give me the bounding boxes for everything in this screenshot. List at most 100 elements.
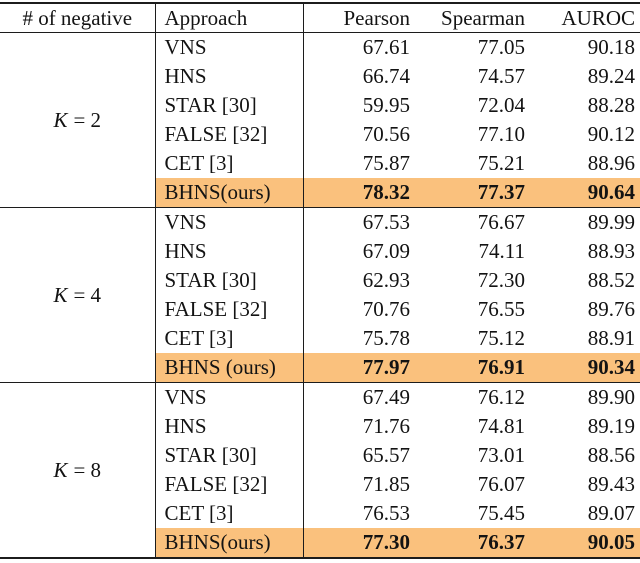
k-label-cell: K = 8 [0,382,156,558]
auroc-value: 89.76 [587,297,635,321]
spearman-value: 72.30 [477,268,525,292]
approach-cell: VNS [155,207,304,237]
spearman-value: 76.12 [477,385,525,409]
approach-cell: STAR [30] [155,266,304,295]
col-header-pearson: Pearson [303,3,410,33]
table-row: CET [3] 76.53 75.45 89.07 [0,499,640,528]
pearson-value: 62.93 [362,268,410,292]
auroc-value: 89.24 [587,64,635,88]
pearson-value: 67.09 [362,239,410,263]
k-symbol: K [53,107,68,132]
k-value: = 2 [73,107,102,132]
auroc-value: 90.64 [525,178,640,208]
spearman-value: 76.91 [410,353,525,383]
table-row: HNS 67.09 74.11 88.93 [0,237,640,266]
approach-cell: VNS [155,382,304,412]
spearman-value: 75.45 [477,501,525,525]
approach-cell: VNS [155,32,304,62]
auroc-value: 90.05 [525,528,640,558]
table-row-highlighted: BHNS(ours) 77.30 76.37 90.05 [0,528,640,558]
k-value: = 4 [73,282,102,307]
approach-cell: FALSE [32] [155,470,304,499]
auroc-value: 88.96 [587,151,635,175]
auroc-value: 89.90 [587,385,635,409]
header-row: # of negative Approach Pearson Spearman … [0,3,640,33]
approach-cell: BHNS (ours) [155,353,304,383]
col-header-approach: Approach [155,3,304,33]
pearson-value: 65.57 [362,443,410,467]
spearman-value: 76.07 [477,472,525,496]
pearson-value: 70.56 [362,122,410,146]
auroc-value: 89.19 [587,414,635,438]
table-row: K = 8 VNS 67.49 76.12 89.90 [0,382,640,558]
table-row: STAR [30] 59.95 72.04 88.28 [0,91,640,120]
auroc-value: 88.56 [587,443,635,467]
approach-cell: CET [3] [155,149,304,178]
group-k4: K = 4 VNS 67.53 76.67 89.99 HNS 67.09 74.… [0,207,640,383]
pearson-value: 75.87 [362,151,410,175]
table-row: CET [3] 75.87 75.21 88.96 [0,149,640,178]
auroc-value: 89.43 [587,472,635,496]
pearson-value: 59.95 [362,93,410,117]
auroc-value: 88.52 [587,268,635,292]
col-header-spearman: Spearman [410,3,525,33]
pearson-value: 78.32 [303,178,410,208]
auroc-value: 89.07 [587,501,635,525]
k-symbol: K [53,457,68,482]
table-header: # of negative Approach Pearson Spearman … [0,3,640,33]
spearman-value: 77.05 [477,35,525,59]
approach-cell: BHNS(ours) [155,178,304,208]
pearson-value: 77.97 [303,353,410,383]
table-row: CET [3] 75.78 75.12 88.91 [0,324,640,353]
approach-cell: BHNS(ours) [155,528,304,558]
auroc-value: 90.12 [587,122,635,146]
k-value: = 8 [73,457,102,482]
col-header-auroc: AUROC [525,3,640,33]
approach-cell: HNS [155,62,304,91]
auroc-value: 90.18 [587,35,635,59]
spearman-value: 73.01 [477,443,525,467]
k-label-cell: K = 4 [0,207,156,383]
spearman-value: 76.67 [477,210,525,234]
table-row: STAR [30] 65.57 73.01 88.56 [0,441,640,470]
pearson-value: 70.76 [362,297,410,321]
approach-cell: CET [3] [155,499,304,528]
table-row-highlighted: BHNS(ours) 78.32 77.37 90.64 [0,178,640,208]
table-row: HNS 66.74 74.57 89.24 [0,62,640,91]
table-row: K = 2 VNS 67.61 77.05 90.18 [0,32,640,208]
k-label-cell: K = 2 [0,32,156,208]
approach-cell: FALSE [32] [155,120,304,149]
auroc-value: 88.28 [587,93,635,117]
table-row: STAR [30] 62.93 72.30 88.52 [0,266,640,295]
auroc-value: 88.91 [587,326,635,350]
spearman-value: 77.10 [477,122,525,146]
spearman-value: 75.21 [477,151,525,175]
table-row-highlighted: BHNS (ours) 77.97 76.91 90.34 [0,353,640,383]
spearman-value: 76.37 [410,528,525,558]
pearson-value: 77.30 [303,528,410,558]
table-row: FALSE [32] 71.85 76.07 89.43 [0,470,640,499]
group-k8: K = 8 VNS 67.49 76.12 89.90 HNS 71.76 74.… [0,382,640,558]
spearman-value: 72.04 [477,93,525,117]
approach-cell: STAR [30] [155,91,304,120]
approach-cell: FALSE [32] [155,295,304,324]
k-symbol: K [53,282,68,307]
approach-cell: CET [3] [155,324,304,353]
pearson-value: 66.74 [362,64,410,88]
pearson-value: 67.61 [362,35,410,59]
table-row: FALSE [32] 70.76 76.55 89.76 [0,295,640,324]
pearson-value: 71.76 [362,414,410,438]
col-header-num-negative: # of negative [0,3,156,33]
spearman-value: 74.81 [477,414,525,438]
table-row: HNS 71.76 74.81 89.19 [0,412,640,441]
spearman-value: 74.11 [478,239,525,263]
pearson-value: 75.78 [362,326,410,350]
spearman-value: 77.37 [410,178,525,208]
auroc-value: 90.34 [525,353,640,383]
auroc-value: 88.93 [587,239,635,263]
spearman-value: 75.12 [477,326,525,350]
approach-cell: HNS [155,412,304,441]
auroc-value: 89.99 [587,210,635,234]
